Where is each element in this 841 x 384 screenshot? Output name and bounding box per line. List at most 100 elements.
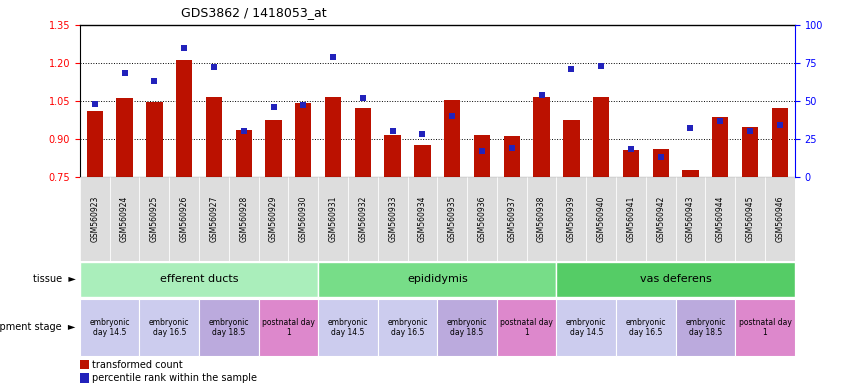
Text: embryonic
day 16.5: embryonic day 16.5	[626, 318, 666, 337]
Point	[118, 70, 131, 76]
Point	[88, 101, 102, 107]
Text: GDS3862 / 1418053_at: GDS3862 / 1418053_at	[181, 6, 326, 19]
Bar	[616, 177, 646, 261]
Text: GSM560941: GSM560941	[627, 196, 636, 242]
Text: embryonic
day 18.5: embryonic day 18.5	[685, 318, 726, 337]
Bar	[557, 262, 795, 297]
Bar	[199, 299, 259, 356]
Text: development stage  ►: development stage ►	[0, 322, 76, 333]
Bar	[169, 177, 199, 261]
Bar	[140, 299, 199, 356]
Text: GSM560923: GSM560923	[90, 196, 99, 242]
Text: embryonic
day 14.5: embryonic day 14.5	[89, 318, 130, 337]
Bar	[706, 177, 735, 261]
Point	[595, 63, 608, 69]
Bar	[206, 97, 222, 177]
Point	[505, 145, 519, 151]
Bar	[80, 373, 89, 382]
Bar	[259, 299, 318, 356]
Bar	[675, 299, 735, 356]
Text: GSM560946: GSM560946	[775, 195, 785, 242]
Bar	[593, 97, 610, 177]
Point	[148, 78, 161, 84]
Bar	[235, 130, 252, 177]
Bar	[378, 299, 437, 356]
Bar	[557, 177, 586, 261]
Point	[267, 104, 280, 110]
Text: vas deferens: vas deferens	[640, 274, 711, 285]
Text: GSM560930: GSM560930	[299, 195, 308, 242]
Text: GSM560924: GSM560924	[120, 196, 129, 242]
Point	[564, 66, 578, 72]
Bar	[259, 177, 288, 261]
Point	[356, 95, 369, 101]
Bar	[616, 299, 675, 356]
Bar	[116, 98, 133, 177]
Bar	[80, 177, 109, 261]
Text: embryonic
day 18.5: embryonic day 18.5	[447, 318, 487, 337]
Text: GSM560925: GSM560925	[150, 196, 159, 242]
Point	[535, 92, 548, 98]
Bar	[415, 145, 431, 177]
Point	[177, 45, 191, 51]
Bar	[437, 299, 497, 356]
Text: GSM560944: GSM560944	[716, 195, 725, 242]
Bar	[199, 177, 229, 261]
Bar	[109, 177, 140, 261]
Bar	[176, 60, 193, 177]
Bar	[229, 177, 259, 261]
Text: GSM560928: GSM560928	[239, 196, 248, 242]
Bar	[765, 177, 795, 261]
Text: embryonic
day 14.5: embryonic day 14.5	[566, 318, 606, 337]
Bar	[355, 108, 371, 177]
Text: GSM560942: GSM560942	[656, 196, 665, 242]
Bar	[497, 177, 526, 261]
Text: GSM560931: GSM560931	[329, 196, 337, 242]
Bar	[526, 177, 557, 261]
Bar	[265, 120, 282, 177]
Point	[326, 54, 340, 60]
Bar	[444, 99, 460, 177]
Bar	[318, 299, 378, 356]
Bar	[318, 262, 557, 297]
Bar	[557, 299, 616, 356]
Bar	[682, 170, 699, 177]
Text: postnatal day
1: postnatal day 1	[262, 318, 315, 337]
Bar	[318, 177, 348, 261]
Text: tissue  ►: tissue ►	[33, 274, 76, 285]
Bar	[80, 299, 140, 356]
Text: embryonic
day 14.5: embryonic day 14.5	[328, 318, 368, 337]
Bar	[348, 177, 378, 261]
Point	[386, 128, 399, 134]
Text: GSM560934: GSM560934	[418, 195, 427, 242]
Point	[415, 131, 429, 137]
Text: embryonic
day 16.5: embryonic day 16.5	[388, 318, 428, 337]
Text: GSM560929: GSM560929	[269, 196, 278, 242]
Text: postnatal day
1: postnatal day 1	[500, 318, 553, 337]
Bar	[653, 149, 669, 177]
Bar	[295, 103, 311, 177]
Bar	[80, 360, 89, 369]
Bar	[467, 177, 497, 261]
Text: GSM560932: GSM560932	[358, 196, 368, 242]
Text: GSM560936: GSM560936	[478, 195, 486, 242]
Bar	[735, 177, 765, 261]
Bar	[473, 135, 490, 177]
Point	[684, 125, 697, 131]
Text: efferent ducts: efferent ducts	[160, 274, 238, 285]
Text: GSM560935: GSM560935	[447, 195, 457, 242]
Bar	[675, 177, 706, 261]
Point	[624, 146, 637, 152]
Point	[743, 128, 757, 134]
Bar	[437, 177, 467, 261]
Text: GSM560938: GSM560938	[537, 196, 546, 242]
Point	[297, 102, 310, 108]
Text: GSM560933: GSM560933	[389, 195, 397, 242]
Text: GSM560945: GSM560945	[746, 195, 754, 242]
Text: GSM560940: GSM560940	[596, 195, 606, 242]
Point	[475, 148, 489, 154]
Bar	[87, 111, 103, 177]
Bar	[712, 117, 728, 177]
Bar	[288, 177, 318, 261]
Point	[773, 122, 786, 128]
